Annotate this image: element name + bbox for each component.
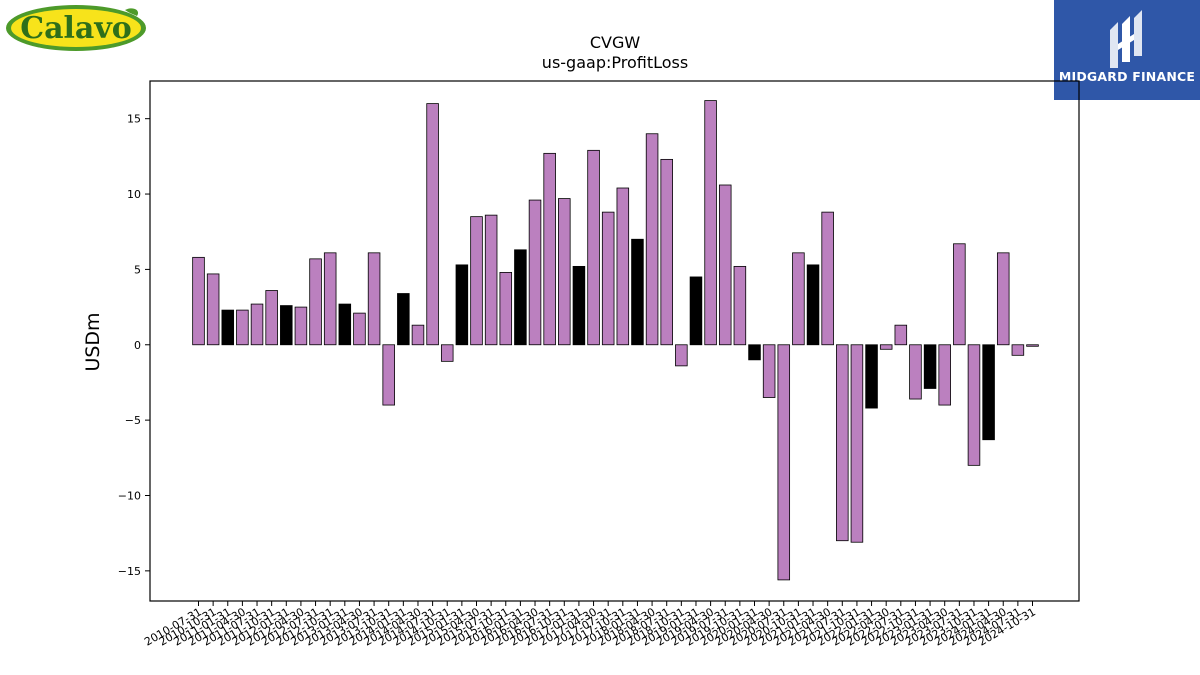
midgard-mark-icon	[1110, 10, 1142, 68]
bar-2020-07-31	[777, 344, 791, 581]
bar-2015-01-31	[455, 264, 469, 346]
y-axis-ticks: −15 −10 −5 0 5 10 15	[118, 113, 150, 578]
midgard-logo-text: MIDGARD FINANCE	[1058, 69, 1196, 84]
bar-2022-07-31	[894, 324, 908, 346]
bar-2013-07-31	[367, 252, 381, 346]
bar-2016-04-30	[528, 199, 542, 346]
bar-2012-07-31	[309, 258, 322, 346]
bar-2015-04-30	[470, 216, 483, 346]
bar-2024-01-31	[982, 344, 995, 441]
bar-2022-10-31	[909, 344, 922, 400]
y-tick-label: −5	[125, 414, 141, 427]
bar-2013-04-30	[353, 312, 366, 346]
calavo-logo: Calavo	[6, 5, 146, 51]
bar-2015-10-31	[499, 272, 513, 346]
bar-2013-10-31	[382, 344, 395, 406]
bar-2012-10-31	[323, 252, 337, 346]
bar-2022-01-31	[865, 344, 878, 409]
bar-2024-07-31	[1011, 344, 1025, 356]
bar-2014-10-31	[440, 344, 454, 362]
bars-group	[192, 100, 1039, 581]
bar-2016-01-31	[514, 249, 527, 346]
y-tick-label: −10	[118, 489, 141, 502]
x-axis-ticks: 2010-07-312010-10-312011-01-312011-04-30…	[142, 601, 1038, 649]
bar-2024-10-31	[1026, 344, 1039, 347]
bar-2021-04-30	[821, 211, 834, 346]
bar-2012-01-31	[280, 305, 293, 346]
bar-2011-04-30	[236, 309, 249, 346]
bar-2012-04-30	[294, 306, 308, 346]
bar-2018-10-31	[675, 344, 688, 367]
bar-2013-01-31	[338, 303, 352, 346]
bar-2019-04-30	[704, 100, 717, 346]
bar-2019-01-31	[689, 276, 703, 346]
chart-title: CVGW	[590, 33, 641, 52]
bar-2023-04-30	[938, 344, 951, 406]
bar-2018-04-30	[645, 133, 659, 346]
bar-2010-10-31	[206, 273, 220, 346]
bar-2015-07-31	[484, 214, 498, 346]
bar-2016-07-31	[543, 152, 556, 346]
y-tick-label: 10	[127, 188, 141, 201]
bar-2020-01-31	[748, 344, 761, 361]
plot-frame	[149, 80, 1080, 602]
bar-2014-01-31	[397, 293, 410, 346]
bar-2021-01-31	[806, 264, 820, 346]
bar-2011-01-31	[221, 309, 235, 346]
bar-2023-10-31	[967, 344, 981, 466]
bar-2021-10-31	[850, 344, 864, 543]
bar-2017-01-31	[572, 265, 586, 346]
y-tick-label: −15	[118, 565, 141, 578]
calavo-logo-text: Calavo	[20, 11, 132, 46]
bar-2022-04-30	[879, 344, 893, 350]
bar-2021-07-31	[836, 344, 849, 542]
bar-2016-10-31	[558, 198, 571, 346]
y-tick-label: 0	[134, 339, 141, 352]
chart-subtitle: us-gaap:ProfitLoss	[542, 53, 688, 72]
y-tick-label: 15	[127, 113, 141, 126]
bar-2019-07-31	[718, 184, 732, 346]
bar-2019-10-31	[733, 265, 747, 346]
bar-2017-04-30	[587, 149, 600, 346]
bar-2018-07-31	[660, 158, 673, 346]
bar-2017-07-31	[601, 211, 615, 346]
bar-2014-04-30	[411, 324, 425, 346]
bar-2024-04-30	[996, 252, 1010, 346]
bar-2020-04-30	[762, 344, 776, 398]
bar-2023-07-31	[953, 243, 966, 346]
bar-2023-01-31	[923, 344, 937, 389]
bar-2017-10-31	[616, 187, 630, 346]
bar-2020-10-31	[792, 252, 805, 346]
bar-2014-07-31	[426, 103, 439, 346]
y-tick-label: 5	[134, 263, 141, 276]
bar-2011-07-31	[250, 303, 264, 346]
bar-2010-07-31	[192, 256, 205, 346]
bar-2011-10-31	[265, 290, 278, 346]
midgard-finance-logo: MIDGARD FINANCE	[1054, 0, 1200, 100]
y-axis-label: USDm	[82, 312, 104, 371]
bar-2018-01-31	[631, 238, 644, 346]
